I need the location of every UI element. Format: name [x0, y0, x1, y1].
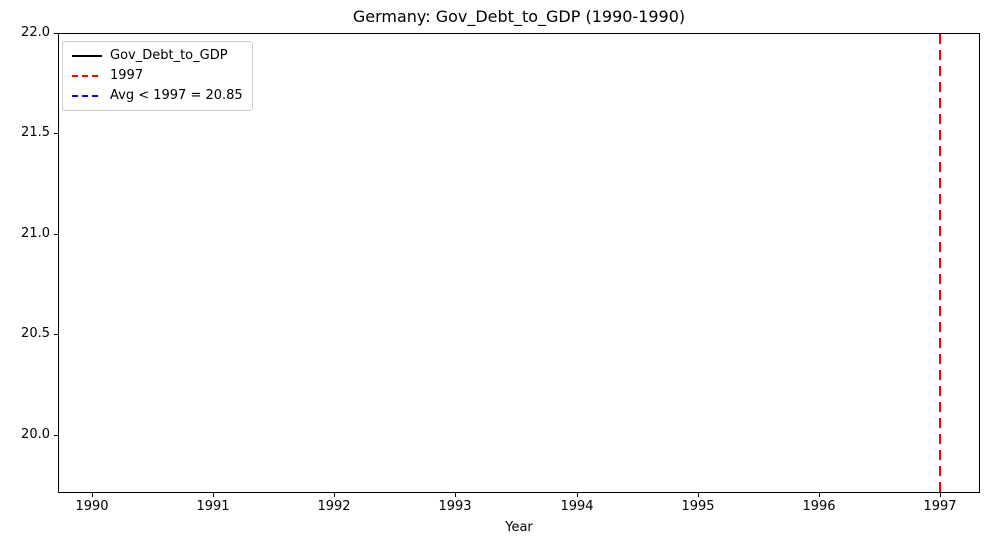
tick-mark: [54, 32, 58, 34]
plot-area: Gov_Debt_to_GDP 1997 Avg < 1997 = 20.85: [58, 33, 980, 493]
y-tick-label: 20.0: [21, 427, 50, 442]
tick-mark: [54, 434, 58, 436]
y-tick-label: 20.5: [21, 326, 50, 341]
tick-mark: [54, 333, 58, 335]
x-tick-label: 1990: [75, 499, 109, 514]
legend-label: Gov_Debt_to_GDP: [110, 48, 228, 63]
x-tick-label: 1994: [560, 499, 594, 514]
legend-sample-red-dashed-line-icon: [72, 75, 102, 77]
tick-mark: [333, 493, 335, 497]
x-axis-label: Year: [505, 520, 533, 535]
x-tick-label: 1996: [802, 499, 836, 514]
tick-mark: [54, 132, 58, 134]
legend-sample-blue-dashed-line-icon: [72, 95, 102, 97]
x-tick-label: 1991: [196, 499, 230, 514]
x-tick-label: 1995: [681, 499, 715, 514]
y-tick-label: 21.5: [21, 125, 50, 140]
tick-mark: [91, 493, 93, 497]
tick-mark: [54, 233, 58, 235]
legend-label: Avg < 1997 = 20.85: [110, 88, 243, 103]
legend-entry-avg: Avg < 1997 = 20.85: [72, 88, 243, 104]
legend-label: 1997: [110, 68, 144, 83]
tick-mark: [818, 493, 820, 497]
x-tick-label: 1997: [923, 499, 957, 514]
chart-title: Germany: Gov_Debt_to_GDP (1990-1990): [352, 7, 686, 26]
tick-mark: [576, 493, 578, 497]
legend-entry-gov-debt: Gov_Debt_to_GDP: [72, 48, 243, 64]
tick-mark: [454, 493, 456, 497]
legend-sample-solid-line-icon: [72, 55, 102, 57]
y-tick-label: 22.0: [21, 25, 50, 40]
legend: Gov_Debt_to_GDP 1997 Avg < 1997 = 20.85: [62, 41, 253, 111]
plot-overlay: [939, 34, 941, 492]
tick-mark: [939, 493, 941, 497]
y-tick-label: 21.0: [21, 226, 50, 241]
x-tick-label: 1992: [317, 499, 351, 514]
legend-entry-1997: 1997: [72, 68, 243, 84]
tick-mark: [697, 493, 699, 497]
tick-mark: [212, 493, 214, 497]
x-tick-label: 1993: [438, 499, 472, 514]
